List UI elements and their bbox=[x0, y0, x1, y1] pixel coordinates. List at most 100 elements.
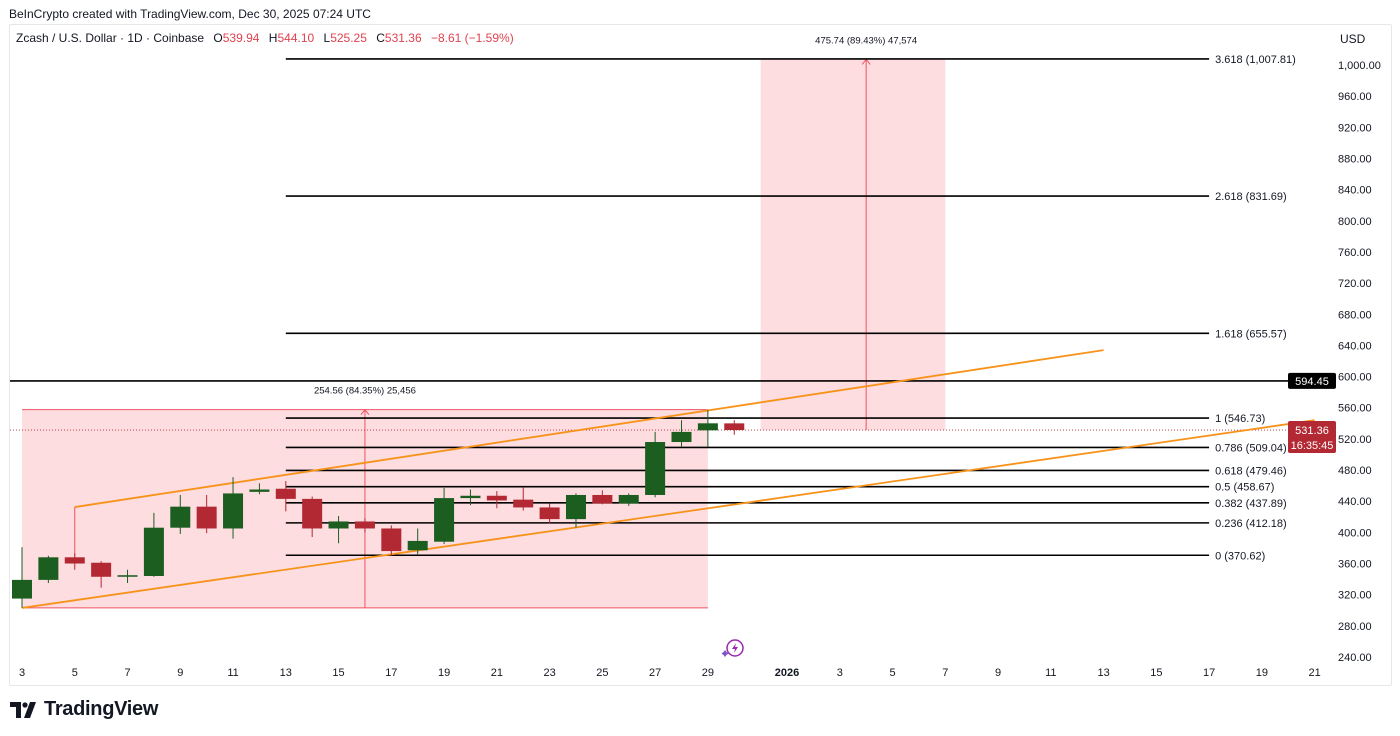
candle-body-up bbox=[223, 493, 244, 529]
candle-body-down bbox=[592, 494, 613, 504]
y-tick-label: 560.00 bbox=[1338, 403, 1372, 415]
x-tick-label: 7 bbox=[942, 667, 948, 679]
fib-level-label: 0.236 (412.18) bbox=[1215, 518, 1287, 530]
price-range-label: 254.56 (84.35%) 25,456 bbox=[314, 386, 416, 397]
fib-level-label: 0.382 (437.89) bbox=[1215, 498, 1287, 510]
x-tick-label: 13 bbox=[1097, 667, 1109, 679]
y-tick-label: 920.00 bbox=[1338, 122, 1372, 134]
x-tick-label: 17 bbox=[385, 667, 397, 679]
fib-level-label: 0.618 (479.46) bbox=[1215, 465, 1287, 477]
chart-credit: BeInCrypto created with TradingView.com,… bbox=[9, 7, 371, 21]
price-range-arrowhead bbox=[360, 408, 370, 415]
x-tick-label: 2026 bbox=[775, 667, 799, 679]
x-tick-label: 13 bbox=[280, 667, 292, 679]
y-tick-label: 280.00 bbox=[1338, 621, 1372, 633]
x-tick-label: 29 bbox=[702, 667, 714, 679]
candle-body-up bbox=[565, 494, 586, 520]
candle-body-down bbox=[64, 557, 85, 564]
y-tick-label: 640.00 bbox=[1338, 340, 1372, 352]
y-tick-label: 760.00 bbox=[1338, 247, 1372, 259]
countdown-label: 16:35:45 bbox=[1291, 440, 1334, 452]
candle-body-up bbox=[38, 557, 59, 580]
y-tick-label: 240.00 bbox=[1338, 652, 1372, 664]
tradingview-logo[interactable]: TradingView bbox=[10, 698, 158, 721]
y-tick-label: 800.00 bbox=[1338, 216, 1372, 228]
open-value: 539.94 bbox=[222, 31, 260, 45]
y-tick-label: 680.00 bbox=[1338, 309, 1372, 321]
candle-body-down bbox=[196, 506, 217, 529]
candle-body-up bbox=[117, 575, 138, 577]
assistant-lightning-icon[interactable] bbox=[721, 639, 744, 657]
x-tick-label: 21 bbox=[1308, 667, 1320, 679]
fib-level-label: 2.618 (831.69) bbox=[1215, 191, 1287, 203]
symbol-title[interactable]: Zcash / U.S. Dollar · 1D · Coinbase bbox=[16, 31, 205, 45]
y-tick-label: 320.00 bbox=[1338, 590, 1372, 602]
x-tick-label: 3 bbox=[19, 667, 25, 679]
x-tick-label: 19 bbox=[1256, 667, 1268, 679]
x-tick-label: 15 bbox=[1150, 667, 1162, 679]
x-tick-label: 5 bbox=[889, 667, 895, 679]
currency-label[interactable]: USD bbox=[1340, 32, 1366, 46]
logo-text: TradingView bbox=[44, 698, 159, 720]
x-tick-label: 11 bbox=[227, 667, 238, 679]
candle-body-up bbox=[170, 506, 191, 528]
candle-body-up bbox=[12, 579, 32, 599]
y-tick-label: 360.00 bbox=[1338, 559, 1372, 571]
x-tick-label: 9 bbox=[177, 667, 183, 679]
close-label: C bbox=[376, 31, 385, 45]
x-tick-label: 25 bbox=[596, 667, 608, 679]
fib-level-label: 1 (546.73) bbox=[1215, 413, 1265, 425]
y-tick-label: 720.00 bbox=[1338, 278, 1372, 290]
high-label: H bbox=[268, 31, 278, 45]
candle-body-down bbox=[381, 528, 402, 552]
x-tick-label: 9 bbox=[995, 667, 1001, 679]
last-price-tag bbox=[1288, 421, 1336, 454]
x-tick-label: 7 bbox=[124, 667, 130, 679]
fib-level-label: 0 (370.62) bbox=[1215, 550, 1265, 562]
x-tick-label: 21 bbox=[491, 667, 503, 679]
y-tick-label: 480.00 bbox=[1338, 465, 1372, 477]
fib-level-label: 3.618 (1,007.81) bbox=[1215, 54, 1296, 66]
high-value: 544.10 bbox=[277, 31, 315, 45]
close-value: 531.36 bbox=[384, 31, 422, 45]
candle-body-down bbox=[91, 562, 112, 577]
y-tick-label: 440.00 bbox=[1338, 496, 1372, 508]
open-label: O bbox=[213, 31, 223, 45]
y-tick-label: 1,000.00 bbox=[1338, 60, 1381, 72]
candle-body-down bbox=[354, 521, 375, 529]
change-value: −8.61 (−1.59%) bbox=[430, 31, 514, 45]
candle-body-down bbox=[539, 507, 560, 520]
candle-body-up bbox=[407, 540, 428, 551]
candle-body-down bbox=[275, 488, 296, 499]
symbol-legend: Zcash / U.S. Dollar · 1D · Coinbase O539… bbox=[16, 31, 514, 45]
x-tick-label: 5 bbox=[72, 667, 78, 679]
candle-body-up bbox=[671, 431, 692, 443]
y-tick-label: 960.00 bbox=[1338, 91, 1372, 103]
horizontal-line-price-tag bbox=[1288, 372, 1336, 389]
x-tick-label: 11 bbox=[1045, 667, 1056, 679]
channel-upper-line bbox=[74, 349, 1104, 508]
candle-body-up bbox=[328, 521, 349, 529]
candle-body-down bbox=[513, 499, 534, 508]
candle-body-up bbox=[697, 423, 718, 431]
candle-body-up bbox=[460, 495, 481, 499]
tradingview-logo-icon bbox=[10, 701, 36, 718]
candle-body-down bbox=[486, 495, 507, 501]
y-tick-label: 880.00 bbox=[1338, 153, 1372, 165]
candle-body-down bbox=[302, 498, 323, 529]
candle-body-up bbox=[434, 498, 455, 542]
horizontal-line-price-label: 594.45 bbox=[1295, 376, 1329, 388]
channel-lower-line bbox=[21, 419, 1315, 609]
y-tick-label: 520.00 bbox=[1338, 434, 1372, 446]
price-range-box bbox=[760, 59, 946, 431]
candle-body-up bbox=[618, 494, 639, 504]
candle-body-up bbox=[249, 489, 270, 492]
last-price-label: 531.36 bbox=[1295, 425, 1329, 437]
x-tick-label: 19 bbox=[438, 667, 450, 679]
fib-level-label: 0.786 (509.04) bbox=[1215, 442, 1287, 454]
y-tick-label: 840.00 bbox=[1338, 185, 1372, 197]
y-tick-label: 400.00 bbox=[1338, 527, 1372, 539]
x-tick-label: 15 bbox=[332, 667, 344, 679]
x-tick-label: 17 bbox=[1203, 667, 1215, 679]
